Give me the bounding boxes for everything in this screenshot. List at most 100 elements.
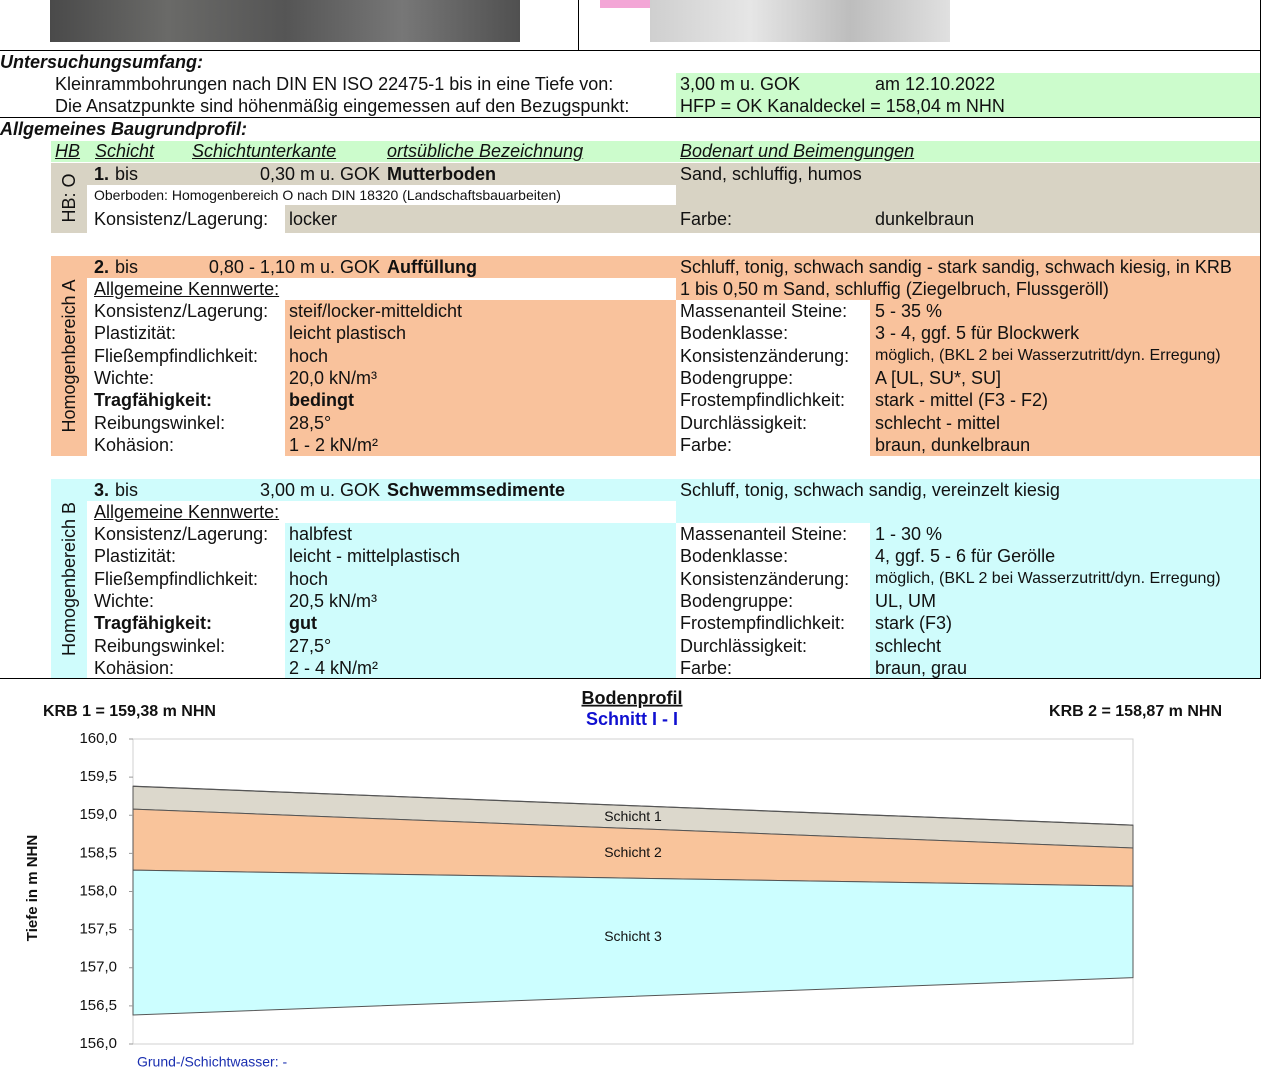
y-tick-label: 157,5 (79, 921, 117, 938)
layer-label: Schicht 3 (604, 928, 662, 944)
rule (0, 678, 1261, 679)
property-value: schlecht (875, 635, 942, 656)
label-cell (676, 205, 870, 233)
property-label: Bodenklasse: (680, 546, 789, 567)
column-header: Schicht (95, 141, 155, 161)
y-tick-label: 157,0 (79, 959, 117, 976)
value-cell (285, 523, 676, 680)
property-value: bedingt (289, 390, 354, 411)
scope-text: 3,00 m u. GOK (680, 74, 801, 94)
property-label: Reibungswinkel: (94, 412, 226, 433)
value-cell (676, 73, 1260, 117)
borehole-label: KRB 1 = 159,38 m NHN (43, 703, 216, 720)
property-value: UL, UM (875, 591, 937, 612)
value-cell (870, 523, 1260, 680)
y-tick-label: 158,0 (79, 882, 117, 899)
layer-label: Schicht 2 (604, 844, 662, 860)
property-value: leicht - mittelplastisch (289, 546, 461, 567)
hb-label: Homogenbereich A (59, 279, 79, 433)
property-value: dunkelbraun (875, 209, 975, 229)
chart-title: Bodenprofil (582, 688, 683, 708)
header-row (51, 141, 1260, 162)
y-tick-label: 156,0 (79, 1035, 117, 1052)
property-value: 20,0 kN/m³ (289, 368, 378, 389)
property-label: Bodenklasse: (680, 323, 789, 344)
property-value: 1 - 30 % (875, 524, 943, 545)
property-label: Durchlässigkeit: (680, 412, 808, 433)
property-value: gut (289, 613, 317, 634)
property-label: Plastizität: (94, 323, 177, 344)
soil-description: Schluff, tonig, schwach sandig - stark s… (680, 257, 1232, 277)
value-cell (285, 205, 676, 233)
layer-depth: 0,30 m u. GOK (259, 164, 380, 184)
photo (50, 0, 520, 42)
layer-depth: 0,80 - 1,10 m u. GOK (208, 257, 380, 277)
property-label: Wichte: (94, 591, 155, 612)
layer-number: 3. (94, 480, 110, 500)
property-value: 1 - 2 kN/m² (289, 434, 379, 455)
property-label: Konsistenzänderung: (680, 345, 850, 366)
property-label: Durchlässigkeit: (680, 635, 808, 656)
property-label: Bodengruppe: (680, 591, 794, 612)
soil-description: Sand, schluffig, humos (680, 164, 862, 184)
rule (0, 117, 1261, 118)
y-tick-label: 158,5 (79, 844, 117, 861)
map (650, 0, 950, 42)
scope-text: Die Ansatzpunkte sind höhenmäßig eingeme… (55, 96, 630, 116)
property-value: leicht plastisch (289, 323, 407, 344)
property-value: locker (289, 209, 338, 229)
property-value: braun, grau (875, 657, 968, 678)
soil-cell (676, 185, 1260, 205)
hb-cell (51, 163, 87, 233)
property-value: A [UL, SU*, SU] (875, 368, 1002, 389)
property-value: halbfest (289, 524, 353, 545)
property-label: Bodengruppe: (680, 368, 794, 389)
soil-cell (676, 501, 1260, 523)
property-value: 20,5 kN/m³ (289, 591, 378, 612)
hb-label: HB: O (59, 173, 79, 223)
column-header: Bodenart und Beimengungen (680, 141, 915, 161)
footnote: Grund-/Schichtwasser: - (137, 1054, 287, 1070)
property-value: hoch (289, 345, 329, 366)
hb-label: Homogenbereich B (59, 502, 79, 657)
property-label: Konsistenz/Lagerung: (94, 524, 269, 545)
layer-name: Auffüllung (387, 257, 477, 277)
vertical-rule (578, 0, 579, 50)
hb-cell (51, 256, 87, 457)
property-label: Farbe: (680, 434, 733, 455)
y-tick-label: 159,0 (79, 806, 117, 823)
scope-text: HFP = OK Kanaldeckel = 158,04 m NHN (680, 96, 1005, 116)
layer-name: Mutterboden (387, 164, 496, 184)
layer-label: Schicht 1 (604, 808, 662, 824)
property-label: Konsistenzänderung: (680, 568, 850, 589)
property-value: braun, dunkelbraun (875, 434, 1031, 455)
layer-row (87, 479, 1260, 501)
property-label: Tragfähigkeit: (94, 613, 213, 634)
y-tick-label: 160,0 (79, 730, 117, 747)
property-label: Fließempfindlichkeit: (94, 345, 259, 366)
property-value: stark - mittel (F3 - F2) (875, 390, 1049, 411)
scope-text: Kleinrammbohrungen nach DIN EN ISO 22475… (55, 74, 614, 94)
layer-number: 2. (94, 257, 110, 277)
layer-number: 1. (94, 164, 110, 184)
property-value: möglich, (BKL 2 bei Wasserzutritt/dyn. E… (875, 569, 1221, 587)
property-label: Frostempfindlichkeit: (680, 390, 846, 411)
soil-description: 1 bis 0,50 m Sand, schluffig (Ziegelbruc… (680, 279, 1109, 299)
property-value: 4, ggf. 5 - 6 für Gerölle (875, 546, 1056, 567)
column-header: HB (55, 141, 81, 161)
section-title: Allgemeines Baugrundprofil: (0, 119, 248, 139)
value-cell (870, 205, 1260, 233)
layer-depth: 3,00 m u. GOK (259, 480, 380, 500)
property-value: schlecht - mittel (875, 412, 1001, 433)
layer-row (87, 163, 1260, 185)
soil-description: Schluff, tonig, schwach sandig, vereinze… (680, 480, 1060, 500)
property-value: hoch (289, 568, 329, 589)
y-axis-title: Tiefe in m NHN (24, 835, 41, 941)
property-label: Massenanteil Steine: (680, 301, 848, 322)
soil-layer (132, 869, 1134, 1016)
layer-bis: bis (115, 480, 139, 500)
layer-name: Schwemmsedimente (387, 480, 566, 500)
layer-note: Oberboden: Homogenbereich O nach DIN 183… (94, 187, 561, 203)
property-label: Frostempfindlichkeit: (680, 613, 846, 634)
